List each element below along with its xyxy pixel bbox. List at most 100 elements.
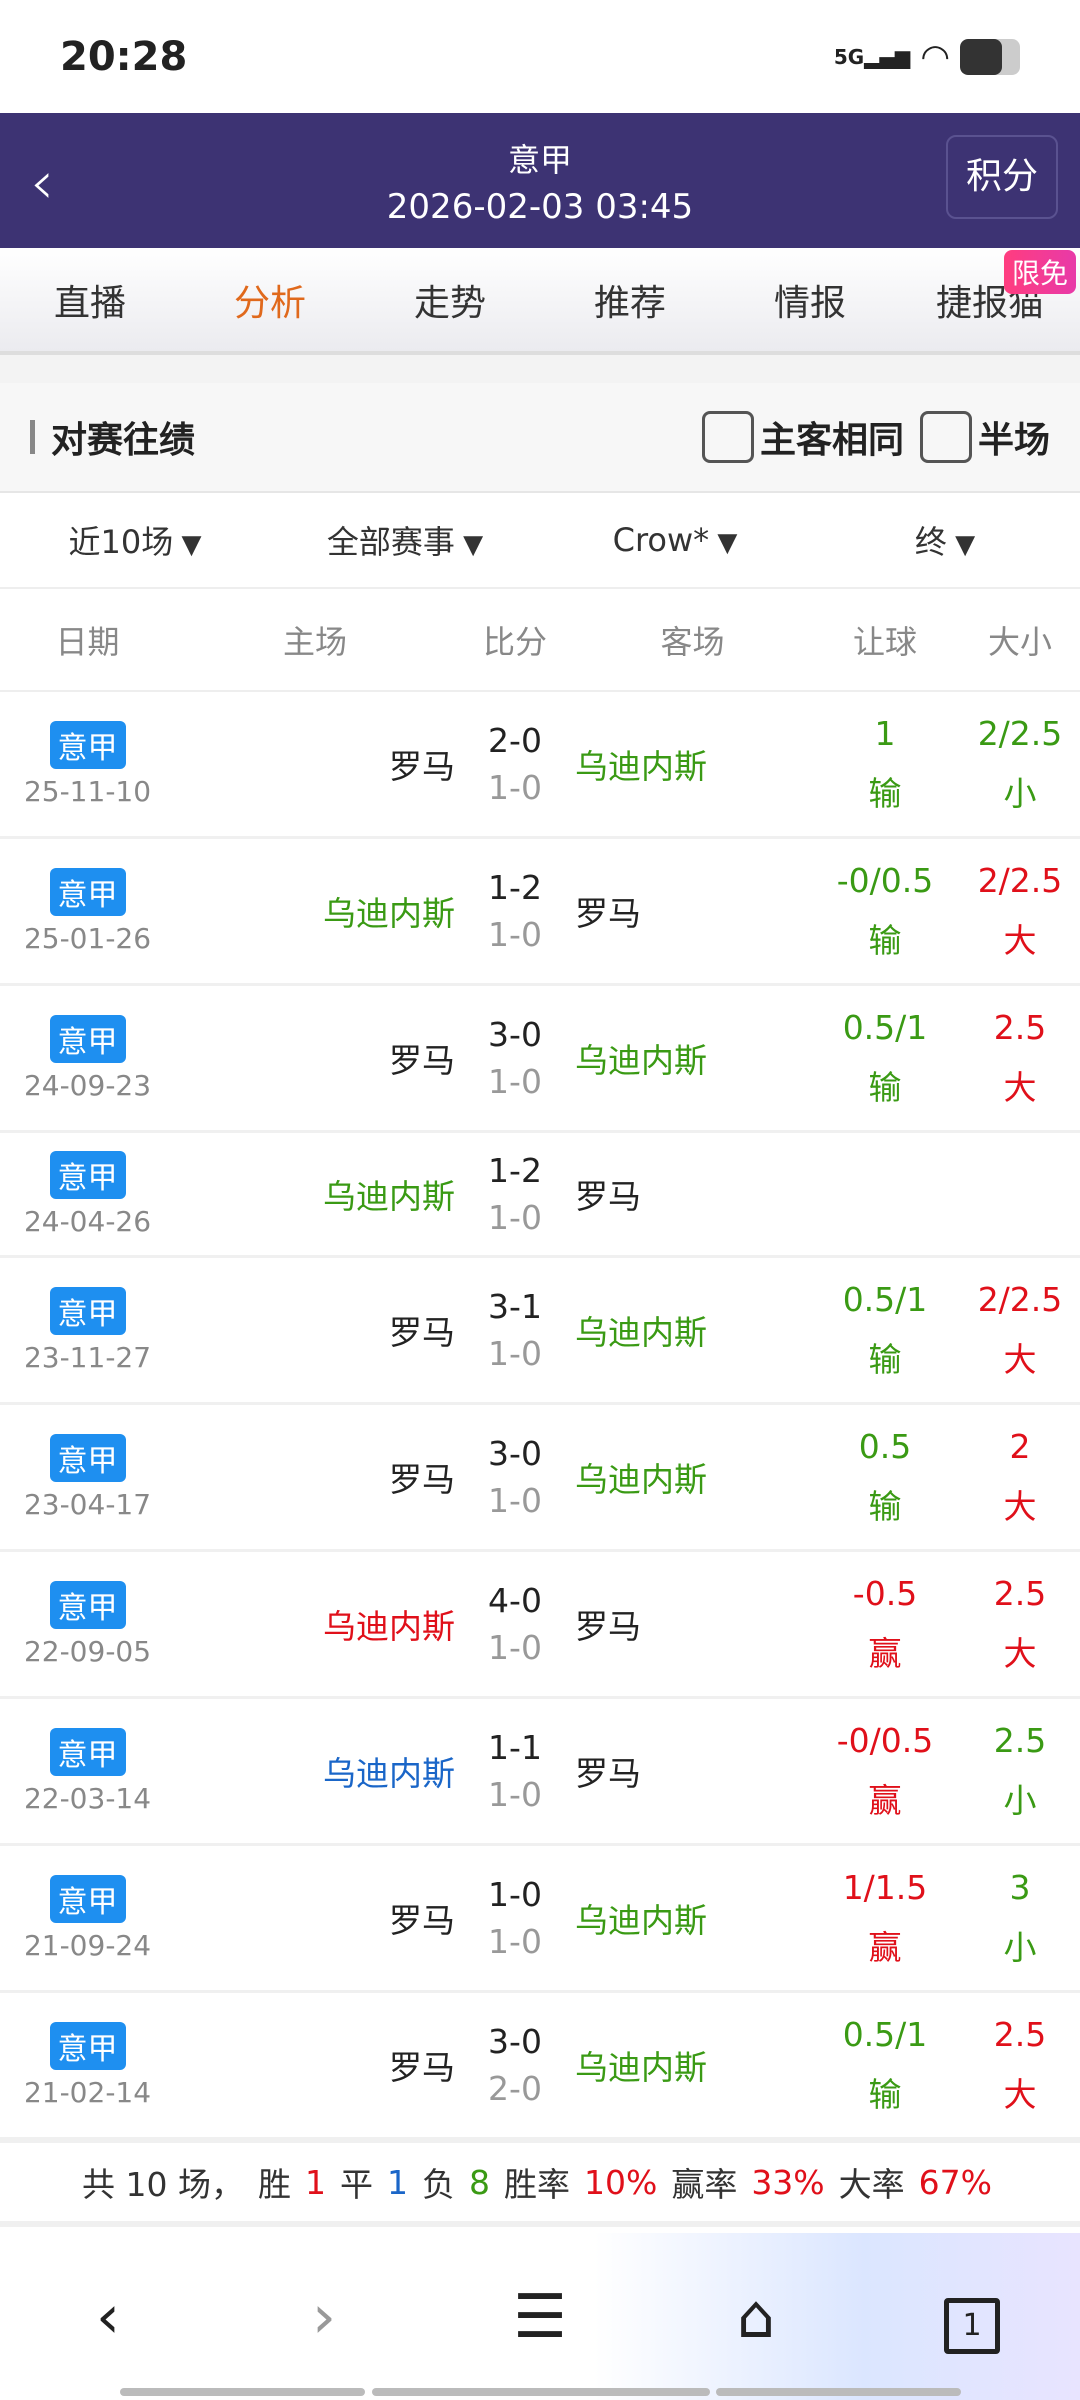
- home-team: 罗马: [389, 747, 455, 786]
- half-score: 1-0: [488, 1775, 542, 1814]
- tabs-icon[interactable]: 1: [864, 2280, 1080, 2354]
- half-score: 1-0: [488, 1198, 542, 1237]
- total-line: 2.5: [993, 1008, 1047, 1047]
- total-line: 2/2.5: [977, 714, 1063, 753]
- full-score: 3-0: [488, 1015, 542, 1054]
- home-team: 罗马: [389, 1901, 455, 1940]
- handicap-rate: 33%: [751, 2162, 825, 2202]
- league-badge: 意甲: [49, 2021, 126, 2070]
- home-team: 乌迪内斯: [323, 1607, 455, 1646]
- table-row[interactable]: 意甲 25-01-26 乌迪内斯 1-2 1-0 罗马 -0/0.5 输 2/2.5 大: [0, 839, 1080, 986]
- full-score: 4-0: [488, 1581, 542, 1620]
- table-row[interactable]: 意甲 24-04-26 乌迪内斯 1-2 1-0 罗马: [0, 1133, 1080, 1258]
- forward-icon[interactable]: ›: [312, 2281, 336, 2352]
- half-score: 1-0: [488, 1628, 542, 1667]
- total-line: 2: [1009, 1427, 1031, 1466]
- menu-icon[interactable]: ☰: [513, 2281, 567, 2352]
- handicap-line: 0.5/1: [842, 1008, 928, 1047]
- handicap-line: -0/0.5: [836, 861, 934, 900]
- total-line: 3: [1009, 1868, 1031, 1907]
- total-line: 2.5: [993, 2015, 1047, 2054]
- away-team: 罗马: [575, 1607, 641, 1646]
- section-title: 对赛往绩: [51, 420, 196, 461]
- half-score: 2-0: [488, 2069, 542, 2108]
- score-cell: 4-0 1-0: [455, 1581, 575, 1667]
- filter-odds-dropdown[interactable]: 终: [810, 517, 1080, 563]
- half-score: 1-0: [488, 1481, 542, 1520]
- win-rate: 10%: [583, 2162, 658, 2202]
- league-badge: 意甲: [49, 1433, 126, 1482]
- over-under-cell: 2/2.5 大: [960, 1270, 1080, 1390]
- handicap-cell: 0.5/1 输: [810, 1270, 960, 1390]
- home-icon[interactable]: ⌂: [736, 2281, 776, 2352]
- tab-4[interactable]: 情报: [773, 282, 846, 324]
- handicap-line: 0.5/1: [842, 2015, 928, 2054]
- handicap-result: 赢: [868, 1781, 902, 1820]
- handicap-cell: -0/0.5 输: [810, 851, 960, 971]
- filter-competition-dropdown[interactable]: 全部赛事: [270, 517, 540, 563]
- match-datetime: 2026-02-03 03:45: [386, 187, 694, 227]
- handicap-line: 1: [874, 714, 896, 753]
- table-row[interactable]: 意甲 23-11-27 罗马 3-1 1-0 乌迪内斯 0.5/1 输 2/2.5 大: [0, 1258, 1080, 1405]
- signal-icon: 5G▂▄▆: [833, 44, 911, 69]
- table-row[interactable]: 意甲 21-02-14 罗马 3-0 2-0 乌迪内斯 0.5/1 输 2.5 大: [0, 1993, 1080, 2140]
- home-team: 罗马: [389, 1313, 455, 1352]
- handicap-cell: -0/0.5 赢: [810, 1711, 960, 1831]
- over-under-cell: 2.5 大: [960, 998, 1080, 1118]
- table-row[interactable]: 意甲 24-09-23 罗马 3-0 1-0 乌迪内斯 0.5/1 输 2.5 大: [0, 986, 1080, 1133]
- total-result: 小: [1003, 1928, 1037, 1967]
- handicap-line: 1/1.5: [842, 1868, 928, 1907]
- full-score: 1-2: [488, 1151, 542, 1190]
- tab-2[interactable]: 走势: [413, 282, 486, 324]
- home-team: 乌迪内斯: [323, 1177, 455, 1216]
- date-cell: 意甲 23-11-27: [0, 1286, 175, 1374]
- score-cell: 1-1 1-0: [455, 1728, 575, 1814]
- league-badge: 意甲: [49, 1580, 126, 1629]
- total-result: 大: [1003, 1634, 1037, 1673]
- tab-0[interactable]: 直播: [53, 282, 126, 324]
- back-icon[interactable]: ‹: [96, 2281, 120, 2352]
- same-home-away-checkbox[interactable]: 主客相同: [701, 411, 904, 463]
- league-badge: 意甲: [49, 867, 126, 916]
- handicap-line: -0.5: [852, 1574, 918, 1613]
- league-badge: 意甲: [49, 1874, 126, 1923]
- away-team: 罗马: [575, 1754, 641, 1793]
- score-cell: 3-0 1-0: [455, 1015, 575, 1101]
- match-date: 25-11-10: [23, 774, 152, 808]
- filter-count-dropdown[interactable]: 近10场: [0, 517, 270, 563]
- half-time-checkbox[interactable]: 半场: [919, 411, 1050, 463]
- status-bar: 20:28 5G▂▄▆ ◠: [0, 0, 1080, 113]
- handicap-cell: 0.5/1 输: [810, 998, 960, 1118]
- gesture-bar: [120, 2388, 365, 2396]
- league-badge: 意甲: [49, 1014, 126, 1063]
- table-row[interactable]: 意甲 22-03-14 乌迪内斯 1-1 1-0 罗马 -0/0.5 赢 2.5 小: [0, 1699, 1080, 1846]
- full-score: 1-0: [488, 1875, 542, 1914]
- total-result: 大: [1003, 1068, 1037, 1107]
- over-under-cell: 2/2.5 小: [960, 704, 1080, 824]
- filter-bookmaker-dropdown[interactable]: Crow*: [540, 521, 810, 559]
- tab-3[interactable]: 推荐: [593, 282, 666, 324]
- table-row[interactable]: 意甲 22-09-05 乌迪内斯 4-0 1-0 罗马 -0.5 赢 2.5 大: [0, 1552, 1080, 1699]
- total-line: 2/2.5: [977, 861, 1063, 900]
- col-home: 主场: [282, 622, 347, 661]
- gesture-bar: [716, 2388, 961, 2396]
- points-button[interactable]: 积分: [946, 135, 1058, 219]
- tab-1[interactable]: 分析: [233, 282, 306, 324]
- over-under-cell: 2.5 大: [960, 1564, 1080, 1684]
- full-score: 2-0: [488, 721, 542, 760]
- total-result: 小: [1003, 1781, 1037, 1820]
- total-result: 大: [1003, 1487, 1037, 1526]
- handicap-result: 输: [868, 1068, 902, 1107]
- match-date: 21-09-24: [23, 1928, 152, 1962]
- chevron-left-icon[interactable]: ‹: [30, 148, 54, 218]
- score-cell: 1-0 1-0: [455, 1875, 575, 1961]
- score-cell: 1-2 1-0: [455, 868, 575, 954]
- away-team: 乌迪内斯: [575, 1313, 707, 1352]
- col-handicap: 让球: [852, 622, 917, 661]
- summary-total: 共 10 场，: [81, 2165, 244, 2204]
- half-score: 1-0: [488, 768, 542, 807]
